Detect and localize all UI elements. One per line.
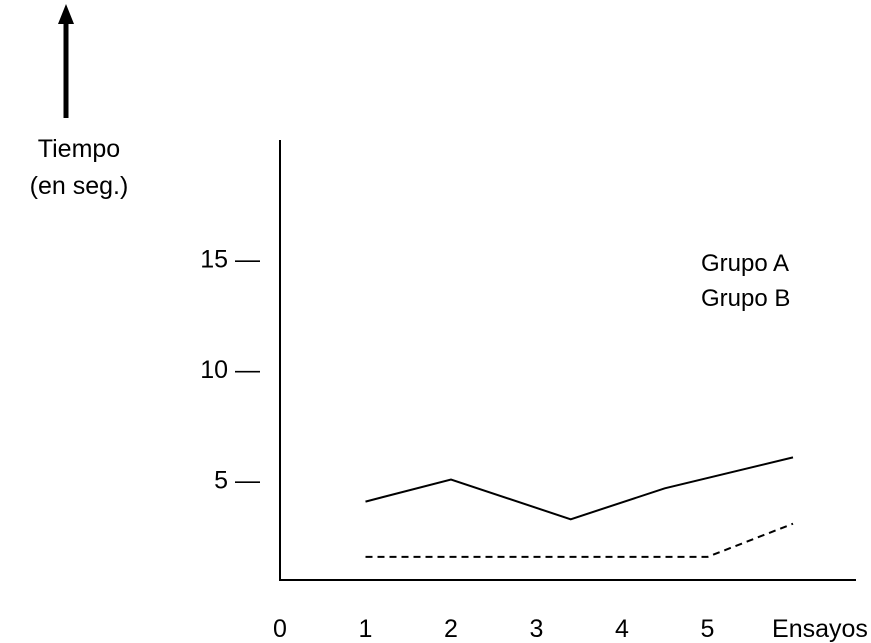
y-tick-label: 5 — [214,467,260,495]
x-tick-label: 1 [359,615,373,643]
y-axis-label-line-1: Tiempo [38,135,120,163]
legend-entry-grupo-a: Grupo A [701,250,789,277]
x-tick-label: 3 [530,615,544,643]
y-tick-label: 10 — [200,356,260,384]
legend-entry-grupo-b: Grupo B [701,285,790,312]
series-line-grupo-a [365,456,794,521]
x-tick-label: 5 [701,615,715,643]
x-tick-label: 4 [615,615,629,643]
x-tick-label: 2 [444,615,458,643]
x-axis-label: Ensayos [772,615,868,643]
y-tick-label: 15 — [200,246,260,274]
series-line-grupo-b [365,522,794,558]
x-tick-label: 0 [273,615,287,643]
y-axis-label-line-2: (en seg.) [30,172,129,200]
y-direction-arrow-head [58,4,74,24]
